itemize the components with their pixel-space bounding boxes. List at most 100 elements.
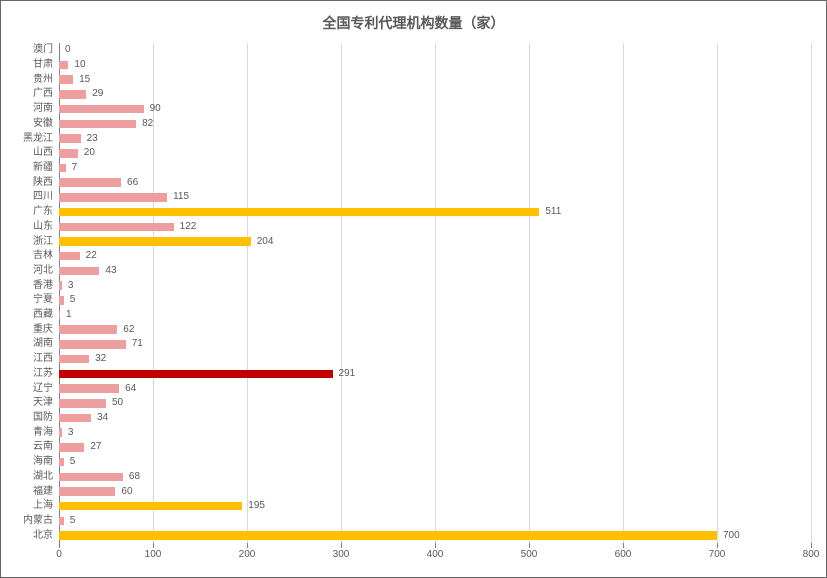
bar	[59, 428, 62, 437]
bar-row: 海南5	[59, 455, 811, 470]
y-axis-label: 辽宁	[33, 384, 53, 394]
bar-row: 湖南71	[59, 337, 811, 352]
y-axis-label: 宁夏	[33, 295, 53, 305]
y-axis-label: 贵州	[33, 75, 53, 85]
bar	[59, 325, 117, 334]
bar	[59, 487, 115, 496]
y-axis-label: 福建	[33, 487, 53, 497]
y-axis-label: 吉林	[33, 251, 53, 261]
x-axis-label: 800	[803, 549, 820, 560]
bar-row: 黑龙江23	[59, 131, 811, 146]
bar-row: 河北43	[59, 264, 811, 279]
bar	[59, 149, 78, 158]
bar-row: 四川115	[59, 190, 811, 205]
bar-row: 安徽82	[59, 117, 811, 132]
x-tick	[247, 543, 248, 548]
y-axis-label: 山西	[33, 148, 53, 158]
bar-row: 香港3	[59, 278, 811, 293]
x-axis-label: 200	[239, 549, 256, 560]
bar-row: 江苏291	[59, 367, 811, 382]
value-label: 700	[723, 531, 740, 541]
y-axis-label: 河南	[33, 104, 53, 114]
bar	[59, 134, 81, 143]
bar	[59, 281, 62, 290]
value-label: 20	[84, 148, 95, 158]
value-label: 23	[87, 134, 98, 144]
y-axis-label: 西藏	[33, 310, 53, 320]
value-label: 82	[142, 119, 153, 129]
bar-row: 湖北68	[59, 469, 811, 484]
value-label: 43	[105, 266, 116, 276]
y-axis-label: 浙江	[33, 237, 53, 247]
plot-area: 澳门0甘肃10贵州15广西29河南90安徽82黑龙江23山西20新疆7陕西66四…	[59, 43, 811, 543]
bar	[59, 473, 123, 482]
bar-row: 北京700	[59, 528, 811, 543]
value-label: 0	[65, 45, 71, 55]
bar	[59, 340, 126, 349]
bar	[59, 252, 80, 261]
x-axis-label: 300	[333, 549, 350, 560]
bar	[59, 517, 64, 526]
y-axis-label: 黑龙江	[23, 134, 53, 144]
bar	[59, 164, 66, 173]
bar	[59, 414, 91, 423]
bar-row: 西藏1	[59, 308, 811, 323]
x-axis-label: 400	[427, 549, 444, 560]
y-axis-label: 江西	[33, 354, 53, 364]
y-axis-label: 安徽	[33, 119, 53, 129]
bar	[59, 75, 73, 84]
value-label: 90	[150, 104, 161, 114]
bar-row: 浙江204	[59, 234, 811, 249]
value-label: 3	[68, 428, 74, 438]
x-axis-label: 0	[56, 549, 62, 560]
bar	[59, 355, 89, 364]
bar-row: 辽宁64	[59, 381, 811, 396]
bar	[59, 178, 121, 187]
y-axis-label: 澳门	[33, 45, 53, 55]
value-label: 5	[70, 457, 76, 467]
y-axis-label: 湖北	[33, 472, 53, 482]
value-label: 32	[95, 354, 106, 364]
bar	[59, 370, 333, 379]
bar-row: 内蒙古5	[59, 514, 811, 529]
y-axis-label: 甘肃	[33, 60, 53, 70]
bar	[59, 267, 99, 276]
bar-row: 山东122	[59, 219, 811, 234]
y-axis-label: 广东	[33, 207, 53, 217]
y-axis-label: 内蒙古	[23, 516, 53, 526]
y-axis-label: 香港	[33, 281, 53, 291]
y-axis-label: 海南	[33, 457, 53, 467]
y-axis-label: 重庆	[33, 325, 53, 335]
value-label: 5	[70, 295, 76, 305]
bar	[59, 311, 60, 320]
bar-row: 贵州15	[59, 72, 811, 87]
value-label: 204	[257, 237, 274, 247]
bar-row: 广东511	[59, 205, 811, 220]
y-axis-label: 江苏	[33, 369, 53, 379]
value-label: 1	[66, 310, 72, 320]
x-tick	[811, 543, 812, 548]
x-axis-label: 700	[709, 549, 726, 560]
value-label: 115	[173, 192, 189, 202]
value-label: 22	[86, 251, 97, 261]
bar-row: 江西32	[59, 352, 811, 367]
bar	[59, 208, 539, 217]
bar-row: 国防34	[59, 411, 811, 426]
y-axis-label: 云南	[33, 442, 53, 452]
value-label: 50	[112, 398, 123, 408]
bar	[59, 384, 119, 393]
y-axis-label: 上海	[33, 501, 53, 511]
x-tick	[623, 543, 624, 548]
y-axis-label: 湖南	[33, 339, 53, 349]
bar-row: 上海195	[59, 499, 811, 514]
x-tick	[435, 543, 436, 548]
value-label: 34	[97, 413, 108, 423]
value-label: 29	[92, 89, 103, 99]
gridline	[811, 43, 812, 543]
y-axis-label: 四川	[33, 192, 53, 202]
value-label: 15	[79, 75, 90, 85]
bar	[59, 531, 717, 540]
y-axis-label: 山东	[33, 222, 53, 232]
bar-row: 澳门0	[59, 43, 811, 58]
bar	[59, 443, 84, 452]
